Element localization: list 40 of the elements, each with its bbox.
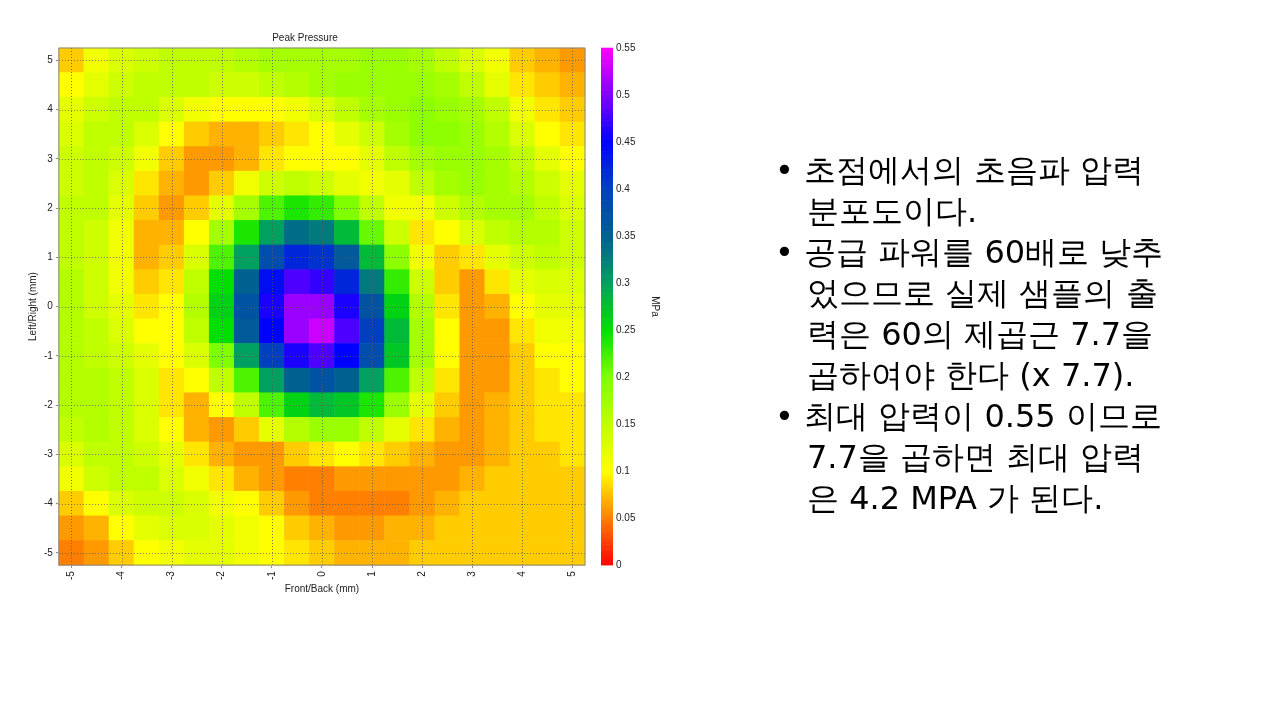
color-bar-label: 0.05: [616, 511, 636, 523]
y-tick-label: 0: [47, 300, 54, 312]
y-tick-label: 1: [47, 251, 54, 263]
color-bar-label: 0.1: [616, 464, 631, 476]
y-tick-label: 5: [47, 54, 54, 66]
color-bar-label: 0.2: [616, 370, 631, 382]
color-bar-label: 0.25: [616, 323, 636, 335]
color-bar-label: 0.3: [616, 276, 631, 288]
chart-title: Peak Pressure: [272, 31, 339, 43]
text: • 초점에서의 초음파 압력 분포도이다.: [775, 150, 1146, 232]
text: • 최대 압력이 0.55 이므로 7.7을 곱하면 최대 압력은 4.2 MPA 가 된다.: [775, 396, 1163, 519]
x-tick-label: 1: [365, 570, 377, 577]
x-axis-title: Front/Back (mm): [284, 582, 360, 594]
x-tick-label: 2: [415, 570, 427, 577]
y-tick-label: -4: [43, 497, 54, 509]
y-tick-label: -2: [43, 398, 54, 410]
color-bar-label: 0.4: [616, 182, 631, 194]
y-axis-title: Left/Right (mm): [26, 272, 38, 342]
color-bar-label: 0.5: [616, 88, 631, 100]
x-tick-label: -4: [115, 570, 127, 581]
color-bar-label: 0.35: [616, 229, 636, 241]
x-tick-label: 0: [315, 570, 327, 577]
y-tick-label: 2: [47, 201, 54, 213]
y-tick-label: 4: [47, 103, 54, 115]
x-tick-label: -3: [165, 570, 177, 581]
x-tick-label: -2: [215, 570, 227, 581]
x-tick-label: 5: [566, 570, 578, 577]
y-tick-label: -1: [43, 349, 54, 361]
x-tick-label: 4: [516, 570, 528, 577]
color-bar-label: 0.15: [616, 417, 636, 429]
y-tick-label: -3: [43, 448, 54, 460]
color-bar-label: 0.55: [616, 41, 636, 53]
color-bar-label: 0.45: [616, 135, 636, 147]
x-tick-label: -5: [65, 570, 77, 581]
color-bar-title: MPa: [650, 296, 662, 318]
x-tick-label: 3: [466, 570, 478, 577]
text: • 공급 파워를 60배로 낮추었으므로 실제 샘플의 출력은 60의 제곱근 7.7을 곱하여야 한다 (x 7.7).: [775, 232, 1165, 396]
x-tick-label: -1: [265, 570, 277, 581]
y-tick-label: 3: [47, 152, 54, 164]
y-tick-label: -5: [43, 546, 54, 558]
